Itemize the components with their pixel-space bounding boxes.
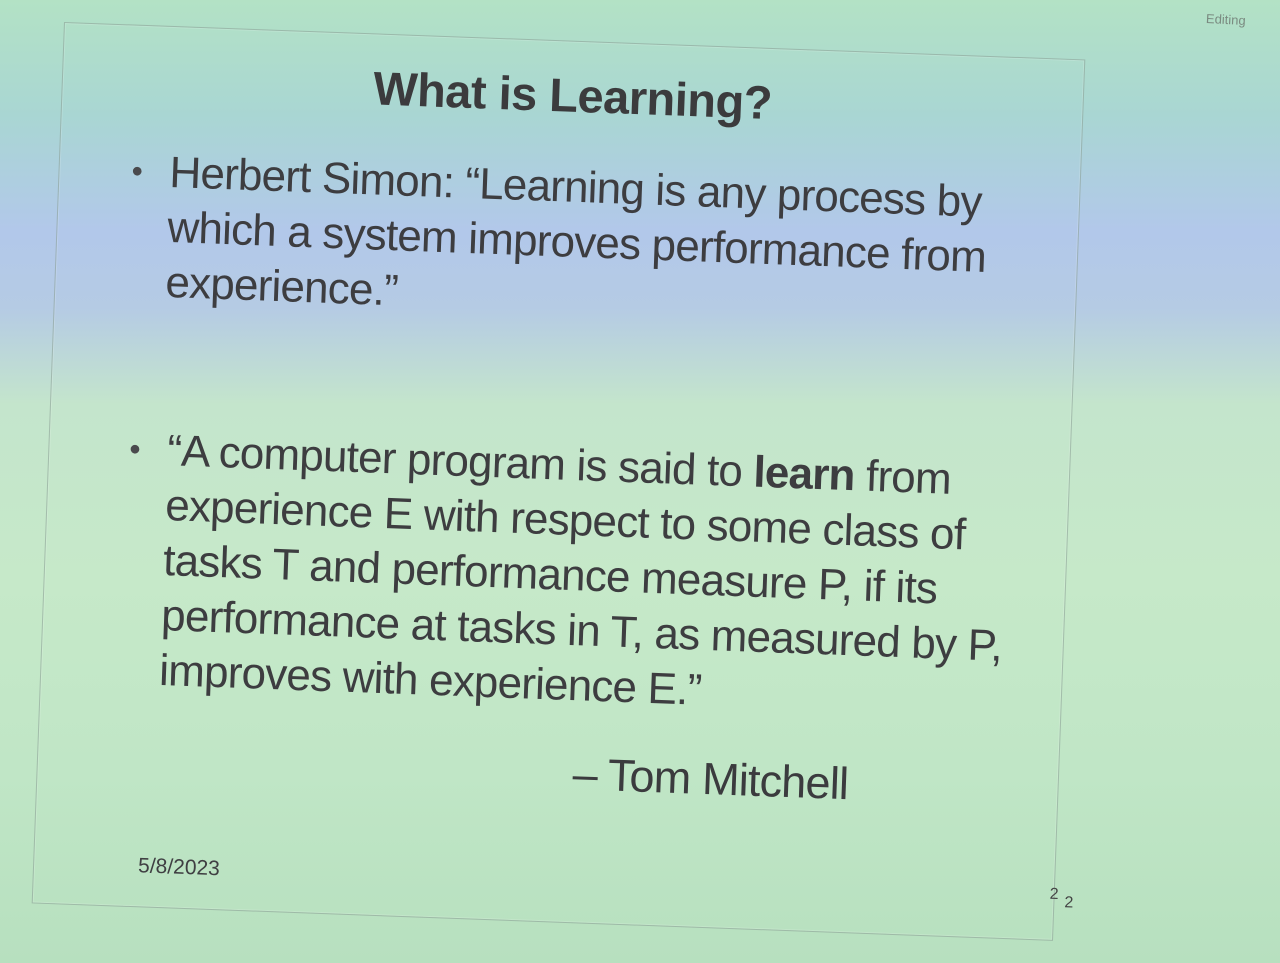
bullet-herbert-simon: • Herbert Simon: “Learning is any proces… xyxy=(131,145,1030,341)
attribution: – Tom Mitchell xyxy=(571,748,850,810)
slide-title: What is Learning? xyxy=(372,61,773,129)
bullet-mitchell-definition: • “A computer program is said to learn f… xyxy=(129,423,1067,731)
bullet-dot-icon: • xyxy=(130,152,143,189)
bullet-text: Herbert Simon: “Learning is any process … xyxy=(164,147,987,316)
editing-status: Editing xyxy=(1205,10,1247,29)
bullet-text-bold: learn xyxy=(752,447,856,501)
slide-number: 2 xyxy=(1049,885,1059,904)
bullet-text-post: from experience E with respect to some c… xyxy=(158,451,1003,715)
bullet-dot-icon: • xyxy=(128,430,141,468)
presentation-slide: What is Learning? • Herbert Simon: “Lear… xyxy=(31,22,1086,941)
slide-number-secondary: 2 xyxy=(1064,894,1074,912)
slide-date: 5/8/2023 xyxy=(137,854,221,881)
